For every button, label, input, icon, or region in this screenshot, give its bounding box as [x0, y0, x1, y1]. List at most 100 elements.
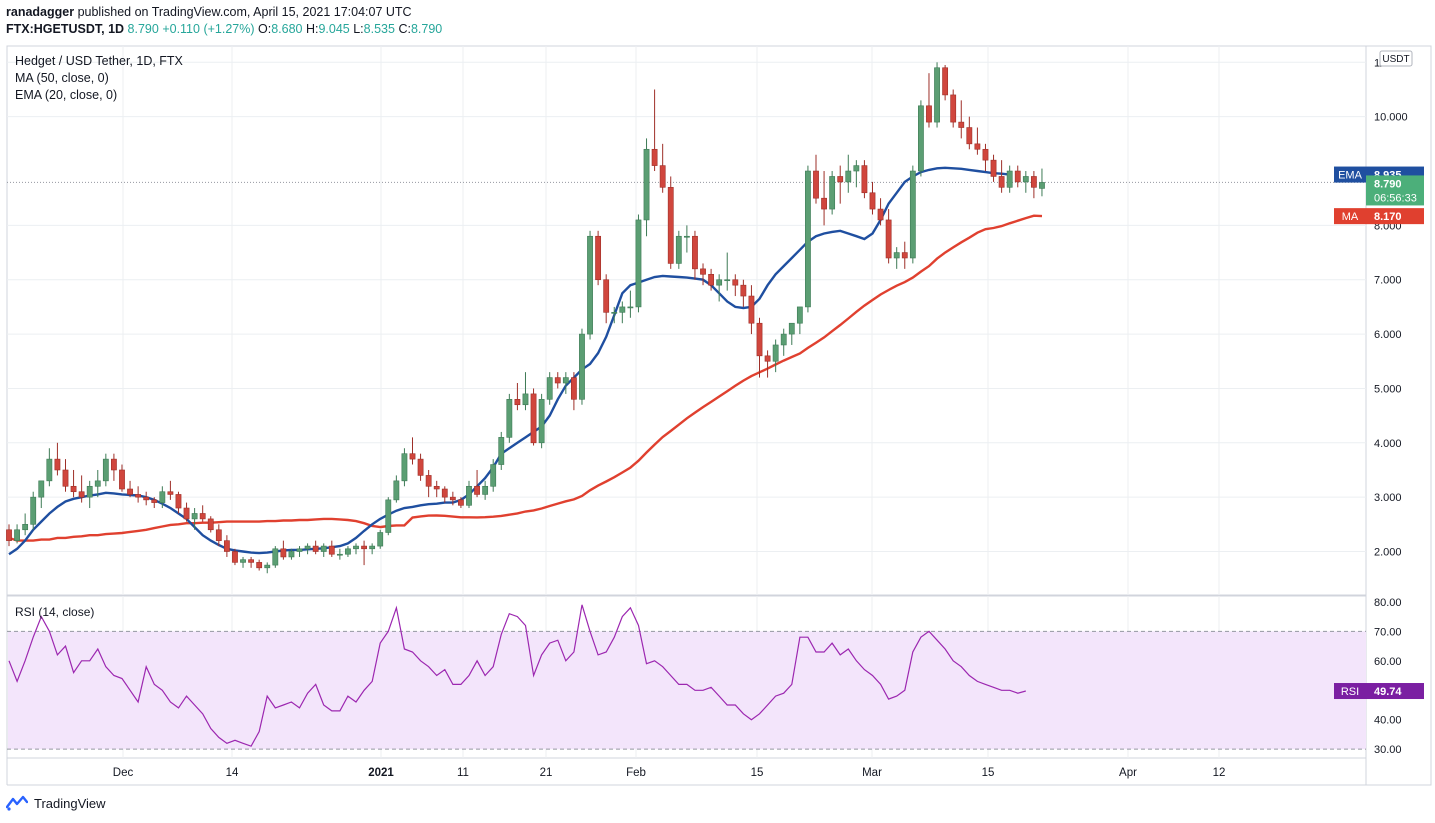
candle-body [14, 529, 20, 541]
candle [788, 322, 795, 345]
candle-body [159, 491, 166, 503]
y-tick-label: 7.000 [1374, 275, 1402, 287]
candle [982, 143, 989, 172]
candle-body [264, 564, 271, 569]
candle-body [38, 480, 45, 498]
candle [54, 442, 61, 476]
candle [813, 154, 819, 204]
candle [562, 372, 569, 394]
candle-body [934, 67, 940, 123]
ema-legend[interactable]: EMA (20, close, 0) [15, 88, 118, 102]
candle-body [22, 524, 29, 531]
candle-body [143, 496, 150, 501]
x-tick-label: 12 [1213, 767, 1226, 779]
candle [796, 306, 803, 335]
candle-body [837, 176, 844, 183]
candle-body [361, 545, 367, 550]
y-tick-label: 10.000 [1374, 112, 1408, 124]
candle [1006, 165, 1013, 193]
candle-body [643, 148, 650, 221]
candle [38, 480, 45, 509]
candle-body [312, 545, 319, 552]
candle [191, 508, 198, 530]
candle [361, 540, 367, 566]
candle-body [813, 170, 819, 199]
x-tick-label: Apr [1119, 767, 1137, 779]
candle [22, 513, 29, 536]
x-tick-label: 21 [540, 767, 553, 779]
candle-body [853, 165, 860, 172]
candle [393, 475, 400, 503]
candle-body [94, 480, 101, 487]
candle [667, 176, 674, 269]
candle-body [950, 94, 957, 123]
publisher-name[interactable]: ranadagger [6, 5, 75, 19]
footer-brand: TradingView [34, 795, 106, 811]
candle-body [54, 458, 61, 471]
candle [433, 480, 440, 498]
rsi-tick-label: 70.00 [1374, 626, 1402, 638]
candle [805, 165, 811, 313]
candle [853, 160, 860, 188]
candle-body [942, 67, 949, 96]
candle [449, 491, 456, 506]
candle-body [522, 393, 529, 406]
candle-body [449, 496, 456, 501]
candle-body [199, 513, 206, 520]
candle-body [732, 279, 739, 286]
candle [772, 339, 779, 373]
ma-legend[interactable]: MA (50, close, 0) [15, 71, 109, 85]
candle [425, 469, 432, 498]
candle-body [619, 306, 626, 313]
candle-body [191, 513, 198, 520]
candle-body [998, 176, 1005, 188]
candle [1022, 171, 1029, 193]
candle [377, 529, 384, 549]
high-value: 9.045 [318, 22, 350, 36]
low-label: L: [353, 22, 364, 36]
candle-body [62, 469, 69, 487]
candle [643, 138, 650, 237]
x-tick-label: 15 [751, 767, 764, 779]
ema-tag [1334, 166, 1366, 183]
candle [1030, 171, 1037, 199]
rsi-tick-label: 30.00 [1374, 744, 1402, 756]
candle-body [764, 355, 771, 362]
candle-body [207, 518, 214, 531]
candle-body [86, 485, 93, 498]
candle-body [433, 485, 440, 490]
candle [369, 543, 376, 555]
rsi-legend[interactable]: RSI (14, close) [15, 605, 95, 619]
candle-body [756, 322, 763, 357]
tradingview-footer[interactable]: TradingView [6, 795, 106, 811]
x-tick-label: Feb [626, 767, 646, 779]
candle-body [240, 559, 246, 563]
candle-body [958, 121, 965, 128]
symbol-label[interactable]: FTX:HGETUSDT, 1D [6, 22, 125, 36]
ma-badge [1366, 208, 1424, 225]
candle [183, 502, 190, 522]
candle [716, 274, 723, 302]
close-value: 8.790 [410, 22, 443, 36]
candle-body [288, 551, 295, 558]
candle-body [482, 485, 489, 495]
candle-body [30, 496, 37, 525]
candle [893, 247, 900, 269]
candle [248, 556, 254, 568]
candle-body [127, 488, 133, 495]
candle [312, 540, 319, 555]
y-tick-label: 3.000 [1374, 492, 1402, 504]
rsi-tag-label: RSI [1341, 686, 1359, 698]
candle [62, 459, 69, 492]
candle [998, 160, 1005, 193]
ema-line [8, 166, 1010, 556]
candle-body [587, 235, 593, 335]
candle-body [296, 548, 303, 552]
candle [94, 469, 101, 498]
candle-body [546, 377, 553, 400]
candle-body [926, 105, 932, 123]
rsi-band [8, 631, 1366, 750]
candle-body [320, 545, 327, 552]
candle [30, 491, 37, 530]
